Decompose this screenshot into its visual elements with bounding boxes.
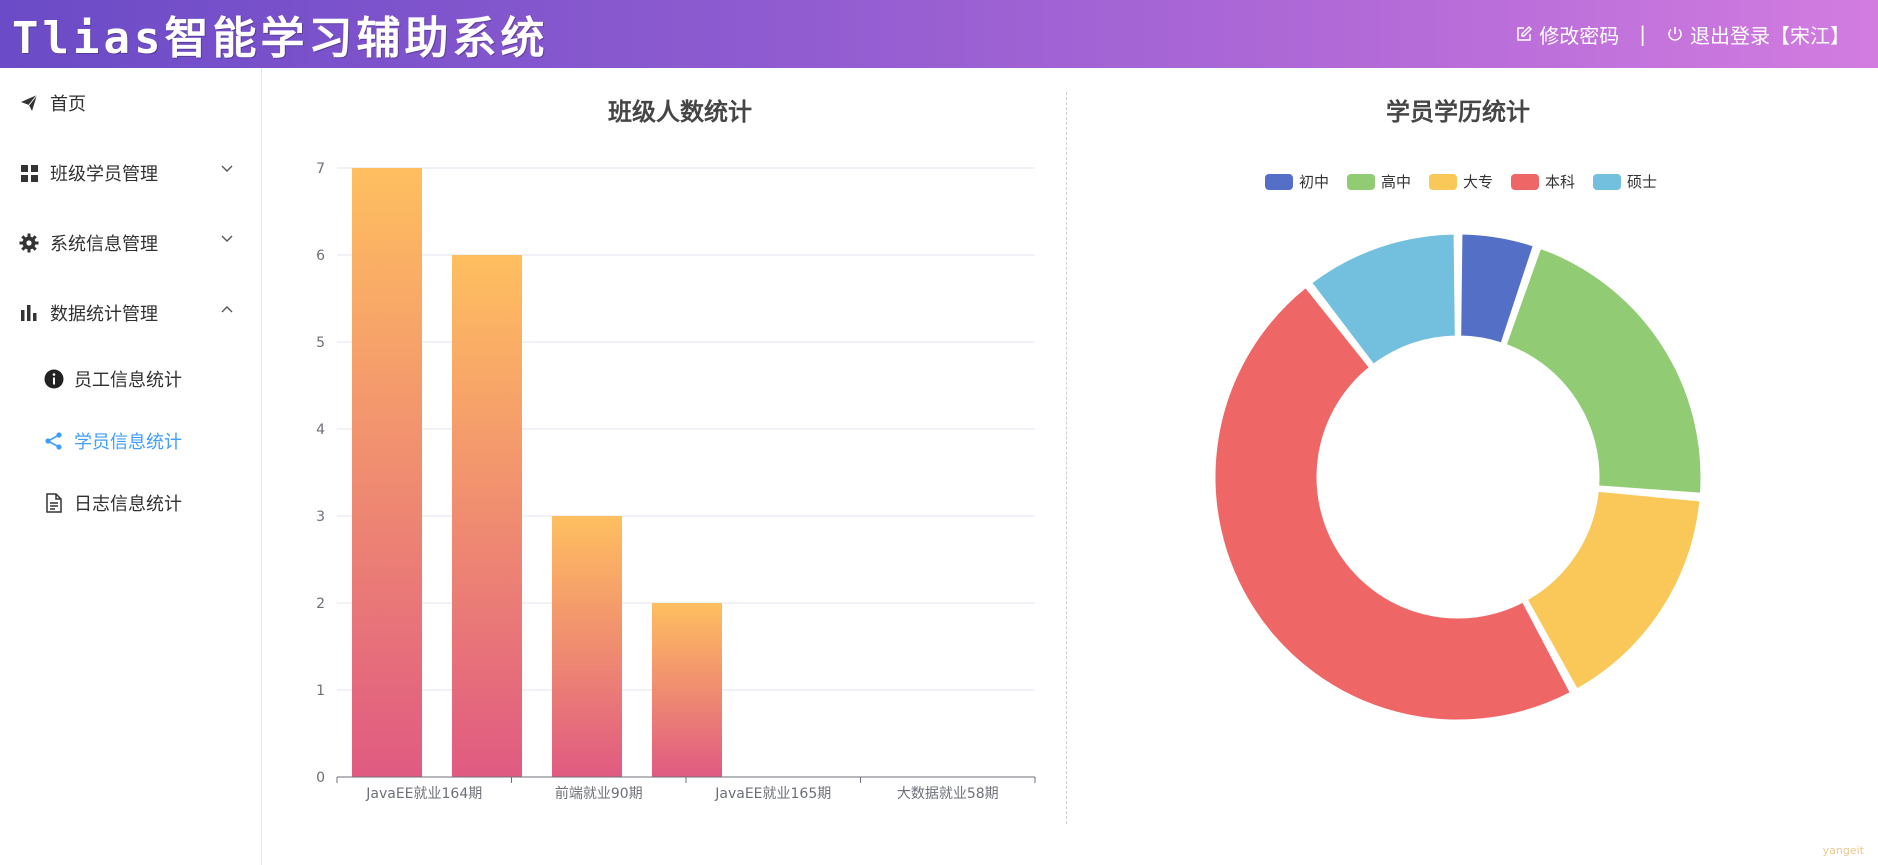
gear-icon <box>18 232 40 254</box>
x-tick-label: JavaEE就业164期 <box>365 786 482 802</box>
header-actions: 修改密码 | 退出登录【宋江】 <box>1515 20 1850 49</box>
legend-swatch <box>1593 174 1621 190</box>
legend-label: 硕士 <box>1627 173 1657 191</box>
bar[interactable] <box>552 516 622 777</box>
logout-label: 退出登录【宋江】 <box>1690 23 1850 48</box>
sidebar-item-system-info[interactable]: 系统信息管理 <box>0 208 261 278</box>
app-title: Tlias智能学习辅助系统 <box>12 13 549 64</box>
bar-chart-icon <box>18 302 40 324</box>
legend-item[interactable]: 硕士 <box>1593 173 1657 191</box>
legend-item[interactable]: 高中 <box>1347 173 1411 191</box>
info-icon <box>43 368 65 390</box>
y-tick-label: 6 <box>316 248 325 264</box>
legend-swatch <box>1347 174 1375 190</box>
y-tick-label: 0 <box>316 770 325 786</box>
legend-swatch <box>1265 174 1293 190</box>
sidebar-item-home[interactable]: 首页 <box>0 68 261 138</box>
x-tick-label: 大数据就业58期 <box>897 786 999 802</box>
sidebar-item-label: 系统信息管理 <box>50 234 158 255</box>
top-header: Tlias智能学习辅助系统 修改密码 | 退出登录【宋江】 <box>0 0 1878 68</box>
pie-slice[interactable] <box>1212 284 1574 723</box>
bar-chart-title: 班级人数统计 <box>608 98 752 126</box>
y-tick-label: 5 <box>316 335 325 351</box>
legend-item[interactable]: 初中 <box>1265 173 1329 191</box>
y-tick-label: 2 <box>316 596 325 612</box>
pie-legend: 初中 高中 大专 本科 硕士 <box>1265 173 1657 191</box>
change-password-label: 修改密码 <box>1539 23 1620 48</box>
chevron-down-icon <box>221 165 233 172</box>
legend-item[interactable]: 本科 <box>1511 173 1575 191</box>
bar[interactable] <box>452 255 522 777</box>
sidebar-item-label: 首页 <box>50 94 86 115</box>
sidebar-item-class-student[interactable]: 班级学员管理 <box>0 138 261 208</box>
pie-chart <box>1212 231 1704 723</box>
sidebar-subitem-label: 日志信息统计 <box>74 494 182 515</box>
legend-label: 本科 <box>1545 173 1575 191</box>
pie-slice[interactable] <box>1524 488 1703 692</box>
legend-swatch <box>1429 174 1457 190</box>
x-tick-label: JavaEE就业165期 <box>714 786 831 802</box>
change-password-link[interactable]: 修改密码 <box>1515 20 1619 49</box>
sidebar-subitem-label: 学员信息统计 <box>74 432 182 453</box>
paper-plane-icon <box>18 92 40 114</box>
share-icon <box>43 430 65 452</box>
y-tick-label: 3 <box>316 509 325 525</box>
sidebar-item-student-stats[interactable]: 学员信息统计 <box>0 410 261 472</box>
legend-label: 大专 <box>1463 173 1493 191</box>
chart-divider <box>1066 92 1067 824</box>
sidebar-subitem-label: 员工信息统计 <box>74 370 182 391</box>
logout-link[interactable]: 退出登录【宋江】 <box>1666 20 1850 49</box>
watermark-text: yangeit <box>1822 844 1864 857</box>
sidebar-item-employee-stats[interactable]: 员工信息统计 <box>0 348 261 410</box>
legend-label: 初中 <box>1299 173 1329 191</box>
pie-chart-title: 学员学历统计 <box>1386 98 1530 126</box>
grid-icon <box>18 162 40 184</box>
bar-chart: 0 1 2 3 4 5 6 7 JavaEE就业164期 前端就业90期 JavaEE就业165期 大… <box>316 161 1036 802</box>
legend-swatch <box>1511 174 1539 190</box>
sidebar-item-label: 班级学员管理 <box>50 164 158 185</box>
power-icon <box>1668 27 1682 41</box>
legend-item[interactable]: 大专 <box>1429 173 1493 191</box>
pie-slice[interactable] <box>1458 231 1536 346</box>
y-tick-label: 7 <box>316 161 325 177</box>
x-tick-label: 前端就业90期 <box>555 785 643 802</box>
bar[interactable] <box>352 168 422 777</box>
sidebar-item-log-stats[interactable]: 日志信息统计 <box>0 472 261 534</box>
y-tick-label: 4 <box>316 422 325 438</box>
chevron-down-icon <box>221 235 233 242</box>
bar[interactable] <box>652 603 722 777</box>
pie-slice[interactable] <box>1308 231 1458 367</box>
chevron-up-icon <box>221 306 233 313</box>
sidebar-item-data-stats[interactable]: 数据统计管理 <box>0 278 261 348</box>
legend-label: 高中 <box>1381 173 1411 191</box>
sidebar: 首页 班级学员管理 系统信息管理 数据统计管理 员工信息统计 学员信息统计 <box>0 68 262 865</box>
y-tick-label: 1 <box>316 683 325 699</box>
header-separator: | <box>1639 22 1646 46</box>
document-icon <box>43 492 65 514</box>
edit-icon <box>1517 26 1533 41</box>
sidebar-item-label: 数据统计管理 <box>50 304 158 325</box>
pie-slice[interactable] <box>1503 245 1704 496</box>
